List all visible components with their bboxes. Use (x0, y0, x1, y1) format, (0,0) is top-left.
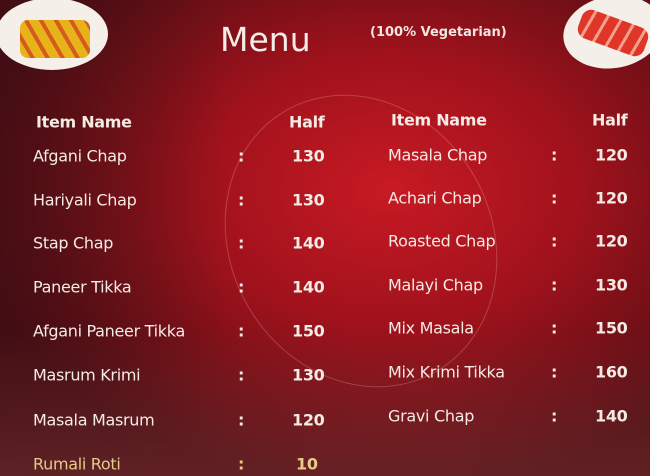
separator-colon: : (551, 145, 558, 165)
menu-item-name: Gravi Chap (388, 406, 475, 426)
menu-item-price: 130 (292, 365, 325, 385)
separator-colon: : (551, 231, 558, 251)
column-header-half: Half (289, 112, 325, 132)
menu-item-price: 150 (595, 318, 628, 338)
separator-colon: : (238, 365, 245, 385)
menu-item-price: 120 (595, 231, 628, 251)
menu-item-name: Masala Masrum (33, 410, 155, 430)
separator-colon: : (238, 190, 245, 210)
menu-title: Menu (220, 20, 311, 59)
separator-colon: : (238, 454, 245, 474)
separator-colon: : (551, 406, 558, 426)
column-header-name: Item Name (391, 110, 487, 130)
menu-item-name: Afgani Chap (33, 146, 127, 166)
menu-item-price: 140 (292, 233, 325, 253)
menu-subtitle: (100% Vegetarian) (370, 25, 507, 40)
menu-item-price: 160 (595, 362, 628, 382)
menu-item-price: 120 (595, 145, 628, 165)
menu-item-name: Masrum Krimi (33, 365, 141, 385)
menu-item-price: 140 (595, 406, 628, 426)
separator-colon: : (238, 233, 245, 253)
food-image-left (20, 20, 90, 58)
separator-colon: : (551, 318, 558, 338)
separator-colon: : (238, 321, 245, 341)
menu-item-name: Afgani Paneer Tikka (33, 321, 185, 341)
menu-item-name: Malayi Chap (388, 275, 483, 295)
separator-colon: : (238, 146, 245, 166)
menu-item-price: 130 (292, 190, 325, 210)
separator-colon: : (551, 188, 558, 208)
menu-item-name: Stap Chap (33, 233, 114, 253)
menu-item-name: Masala Chap (388, 145, 488, 165)
menu-item-price: 120 (292, 410, 325, 430)
menu-item-price: 150 (292, 321, 325, 341)
menu-item-price: 130 (292, 146, 325, 166)
menu-item-name: Roasted Chap (388, 231, 496, 251)
menu-item-name: Hariyali Chap (33, 190, 137, 210)
menu-item-name: Rumali Roti (33, 454, 121, 474)
menu-item-name: Mix Masala (388, 318, 474, 338)
separator-colon: : (238, 410, 245, 430)
background-floor (0, 330, 650, 476)
menu-item-price: 10 (296, 454, 318, 474)
menu-item-name: Paneer Tikka (33, 277, 132, 297)
background-shade (0, 0, 230, 476)
menu-item-name: Mix Krimi Tikka (388, 362, 505, 382)
separator-colon: : (551, 275, 558, 295)
separator-colon: : (551, 362, 558, 382)
menu-item-price: 120 (595, 188, 628, 208)
separator-colon: : (238, 277, 245, 297)
menu-item-name: Achari Chap (388, 188, 482, 208)
menu-item-price: 130 (595, 275, 628, 295)
column-header-half: Half (592, 110, 628, 130)
menu-item-price: 140 (292, 277, 325, 297)
column-header-name: Item Name (36, 112, 132, 132)
